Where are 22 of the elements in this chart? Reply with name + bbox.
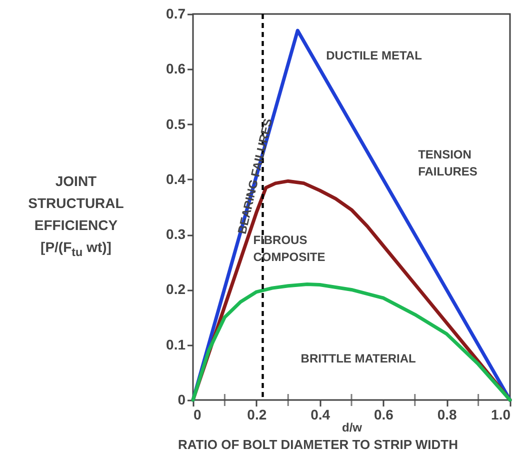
- annotation: TENSION FAILURES: [418, 148, 478, 179]
- series-label: FIBROUS COMPOSITE: [253, 233, 326, 264]
- x-tick-label: 0.8: [437, 406, 458, 422]
- y-tick-label: 0.3: [166, 226, 186, 242]
- y-tick-label: 0: [178, 392, 186, 408]
- x-tick-label: 1.0: [491, 406, 511, 422]
- series-label: DUCTILE METAL: [326, 48, 422, 62]
- y-tick-label: 0.2: [166, 281, 186, 298]
- x-tick-label: 0: [194, 406, 202, 422]
- text: BRITTLE MATERIAL: [300, 352, 416, 366]
- x-tick-label: 0.2: [247, 406, 267, 422]
- text: RATIO OF BOLT DIAMETER TO STRIP WIDTH: [178, 437, 459, 452]
- y-tick-label: 0.7: [166, 6, 186, 22]
- y-tick-label: 0.6: [166, 60, 186, 77]
- x-tick-label: 0.6: [374, 406, 394, 422]
- y-tick-label: 0.4: [166, 170, 186, 187]
- x-tick-label: 0.4: [310, 406, 330, 422]
- y-tick-label: 0.1: [166, 336, 186, 352]
- y-tick-label: 0.5: [166, 116, 186, 132]
- line-series: [191, 282, 512, 402]
- x-axis-title: d/w: [342, 420, 363, 434]
- y-axis-title: JOINT STRUCTURAL EFFICIENCY [P/(F$_{tu}$ wt)]: [27, 172, 125, 261]
